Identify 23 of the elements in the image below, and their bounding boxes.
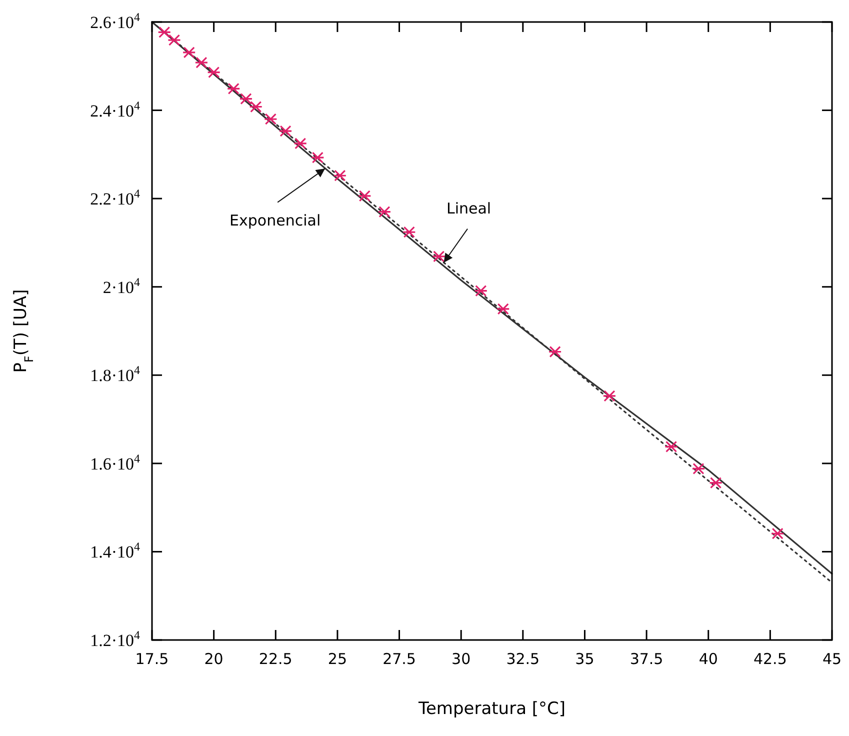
y-tick-label: 2.6·10$^{4}$ <box>90 10 140 32</box>
x-tick-label: 17.5 <box>135 650 169 668</box>
y-tick-label: 2.4·10$^{4}$ <box>90 98 140 120</box>
x-tick-label: 30 <box>452 650 471 668</box>
y-tick-label: 1.2·10$^{4}$ <box>90 628 140 650</box>
x-tick-label: 35 <box>575 650 594 668</box>
x-tick-label: 25 <box>328 650 347 668</box>
x-tick-label: 40 <box>698 650 718 668</box>
x-tick-label: 32.5 <box>506 650 540 668</box>
x-tick-label: 22.5 <box>258 650 292 668</box>
annotation: Lineal <box>446 200 492 218</box>
y-tick-label: 1.6·10$^{4}$ <box>90 451 140 474</box>
x-tick-label: 42.5 <box>753 650 787 668</box>
annotation: Exponencial <box>230 212 321 230</box>
x-tick-label: 20 <box>204 650 224 668</box>
x-tick-label: 45 <box>822 650 842 668</box>
y-tick-label: 2·10$^{4}$ <box>102 274 140 297</box>
x-tick-label: 37.5 <box>630 650 664 668</box>
x-tick-label: 27.5 <box>382 650 416 668</box>
y-tick-label: 1.4·10$^{4}$ <box>90 540 140 562</box>
y-tick-label: 1.8·10$^{4}$ <box>90 363 140 386</box>
x-axis-title: Temperatura [°C] <box>417 699 566 719</box>
y-tick-label: 2.2·10$^{4}$ <box>90 186 140 209</box>
